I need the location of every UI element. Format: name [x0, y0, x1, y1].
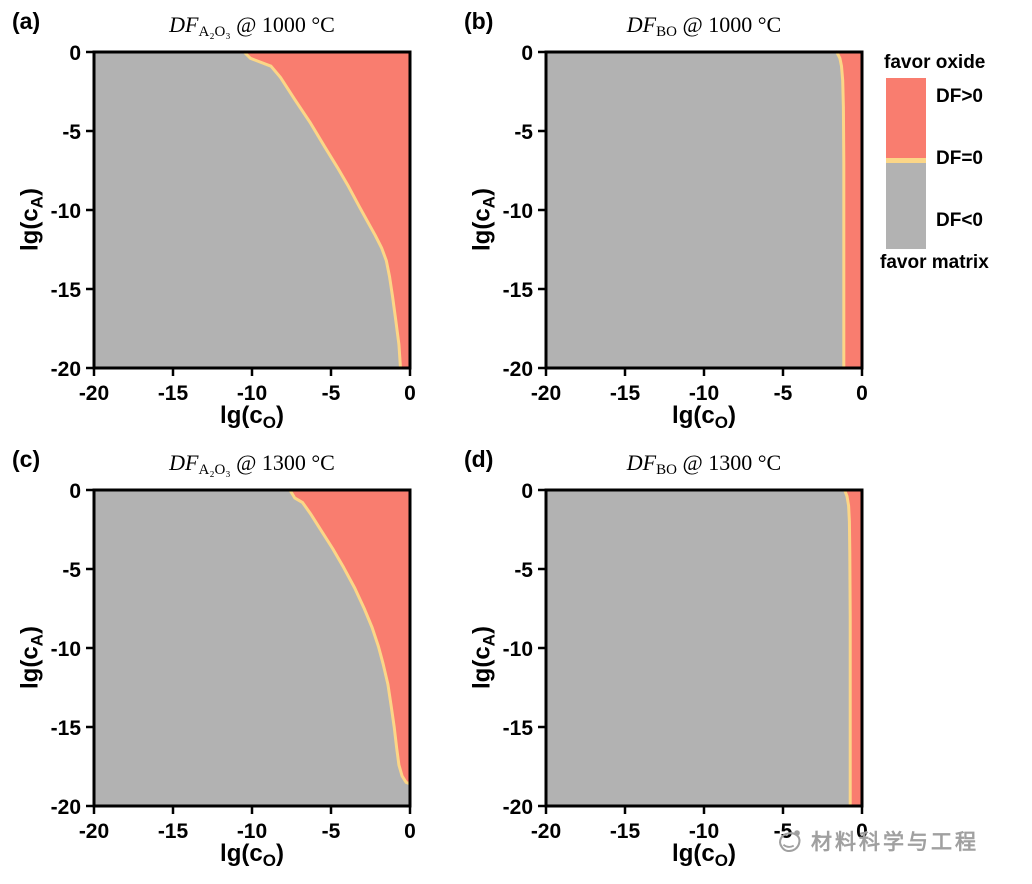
- svg-text:0: 0: [69, 44, 81, 65]
- panel-c: (c) DFA₂O₃ @ 1300 °C lg(cA) -20 -15 -10 -5 0…: [10, 442, 460, 878]
- svg-text:-20: -20: [503, 358, 533, 381]
- svg-text:-10: -10: [51, 200, 81, 223]
- svg-text:-20: -20: [531, 820, 561, 840]
- plot-area-d: -20 -15 -10 -5 0 0 -5 -10 -15 -20: [503, 482, 868, 840]
- panel-title: DFBO @ 1000 °C: [546, 12, 862, 41]
- plot-area-c: -20 -15 -10 -5 0 0 -5 -10 -15 -20: [51, 482, 416, 840]
- title-subscript: BO: [656, 462, 677, 478]
- svg-text:-10: -10: [503, 200, 533, 223]
- panel-b: (b) DFBO @ 1000 °C lg(cA) -20 -15 -10 -5 0 0-…: [462, 4, 912, 440]
- svg-text:-5: -5: [514, 121, 533, 144]
- svg-text:-5: -5: [322, 820, 341, 840]
- x-axis-label: lg(cO): [672, 402, 736, 432]
- svg-text:-10: -10: [237, 820, 267, 840]
- svg-text:-15: -15: [610, 382, 641, 402]
- title-rest: @ 1000 °C: [230, 12, 335, 37]
- legend-favor-oxide-label: favor oxide: [884, 52, 986, 73]
- x-axis-label: lg(cO): [220, 840, 284, 870]
- legend-df-zero-line-swatch: [886, 158, 926, 163]
- svg-text:-10: -10: [51, 638, 81, 661]
- title-df: DF: [626, 12, 657, 37]
- title-rest: @ 1300 °C: [676, 450, 782, 475]
- legend-df-gt0-label: DF>0: [936, 86, 983, 107]
- svg-text:-15: -15: [503, 279, 534, 302]
- x-axis-label: lg(cO): [220, 402, 284, 432]
- x-axis-label: lg(cO): [672, 840, 736, 870]
- svg-text:0: 0: [404, 820, 416, 840]
- title-subscript: BO: [656, 24, 677, 40]
- watermark-logo-icon: [779, 830, 801, 853]
- legend-df-negative-swatch: [886, 163, 926, 249]
- watermark: 材料科学与工程: [775, 826, 979, 856]
- panel-d: (d) DFBO @ 1300 °C lg(cA) -20 -15 -10 -5 0 0-…: [462, 442, 912, 878]
- svg-text:-5: -5: [322, 382, 341, 402]
- legend-df-positive-swatch: [886, 78, 926, 158]
- title-df: DF: [169, 12, 199, 37]
- panel-label: (d): [464, 446, 494, 472]
- legend: favor oxide DF>0 DF=0 DF<0 favor matrix: [880, 52, 1032, 324]
- svg-text:-15: -15: [158, 820, 189, 840]
- panel-label: (a): [12, 8, 41, 34]
- svg-text:-5: -5: [62, 121, 81, 144]
- svg-text:-15: -15: [51, 717, 82, 740]
- plot-area-b: -20 -15 -10 -5 0 0 -5 -10 -15 -20: [503, 44, 868, 402]
- title-rest: @ 1000 °C: [676, 12, 782, 37]
- svg-text:-20: -20: [51, 358, 81, 381]
- svg-text:-20: -20: [503, 796, 533, 819]
- svg-text:-15: -15: [158, 382, 189, 402]
- svg-text:-15: -15: [503, 717, 534, 740]
- svg-text:-5: -5: [514, 559, 533, 582]
- svg-text:0: 0: [404, 382, 416, 402]
- title-df: DF: [169, 450, 199, 475]
- panel-title: DFA₂O₃ @ 1000 °C: [94, 12, 410, 41]
- legend-favor-matrix-label: favor matrix: [880, 252, 989, 273]
- svg-text:-5: -5: [62, 559, 81, 582]
- watermark-text: 材料科学与工程: [811, 831, 979, 854]
- svg-text:-20: -20: [531, 382, 561, 402]
- plot-area-a: -20 -15 -10 -5 0 0 -5 -10 -15 -20: [51, 44, 416, 402]
- svg-text:-20: -20: [79, 820, 109, 840]
- panel-title: DFBO @ 1300 °C: [546, 450, 862, 479]
- title-subscript: A₂O₃: [198, 24, 231, 40]
- panel-title: DFA₂O₃ @ 1300 °C: [94, 450, 410, 479]
- svg-text:-10: -10: [503, 638, 533, 661]
- svg-text:0: 0: [521, 44, 533, 65]
- svg-text:-10: -10: [689, 382, 719, 402]
- svg-text:-15: -15: [610, 820, 641, 840]
- legend-df-lt0-label: DF<0: [936, 210, 983, 231]
- svg-text:-5: -5: [774, 820, 793, 840]
- legend-df-eq0-label: DF=0: [936, 148, 983, 169]
- panel-label: (b): [464, 8, 494, 34]
- svg-text:-10: -10: [237, 382, 267, 402]
- svg-text:-10: -10: [689, 820, 719, 840]
- svg-text:0: 0: [521, 482, 533, 503]
- svg-text:-20: -20: [79, 382, 109, 402]
- title-df: DF: [626, 450, 657, 475]
- panel-label: (c): [12, 446, 41, 472]
- panel-a: (a) DFA₂O₃ @ 1000 °C lg(cA) -20 -15 -10 -5 0…: [10, 4, 460, 440]
- svg-text:-5: -5: [774, 382, 793, 402]
- svg-text:0: 0: [856, 382, 868, 402]
- title-subscript: A₂O₃: [198, 462, 231, 478]
- svg-text:-20: -20: [51, 796, 81, 819]
- title-rest: @ 1300 °C: [230, 450, 335, 475]
- svg-text:0: 0: [856, 820, 868, 840]
- svg-text:0: 0: [69, 482, 81, 503]
- svg-text:-15: -15: [51, 279, 82, 302]
